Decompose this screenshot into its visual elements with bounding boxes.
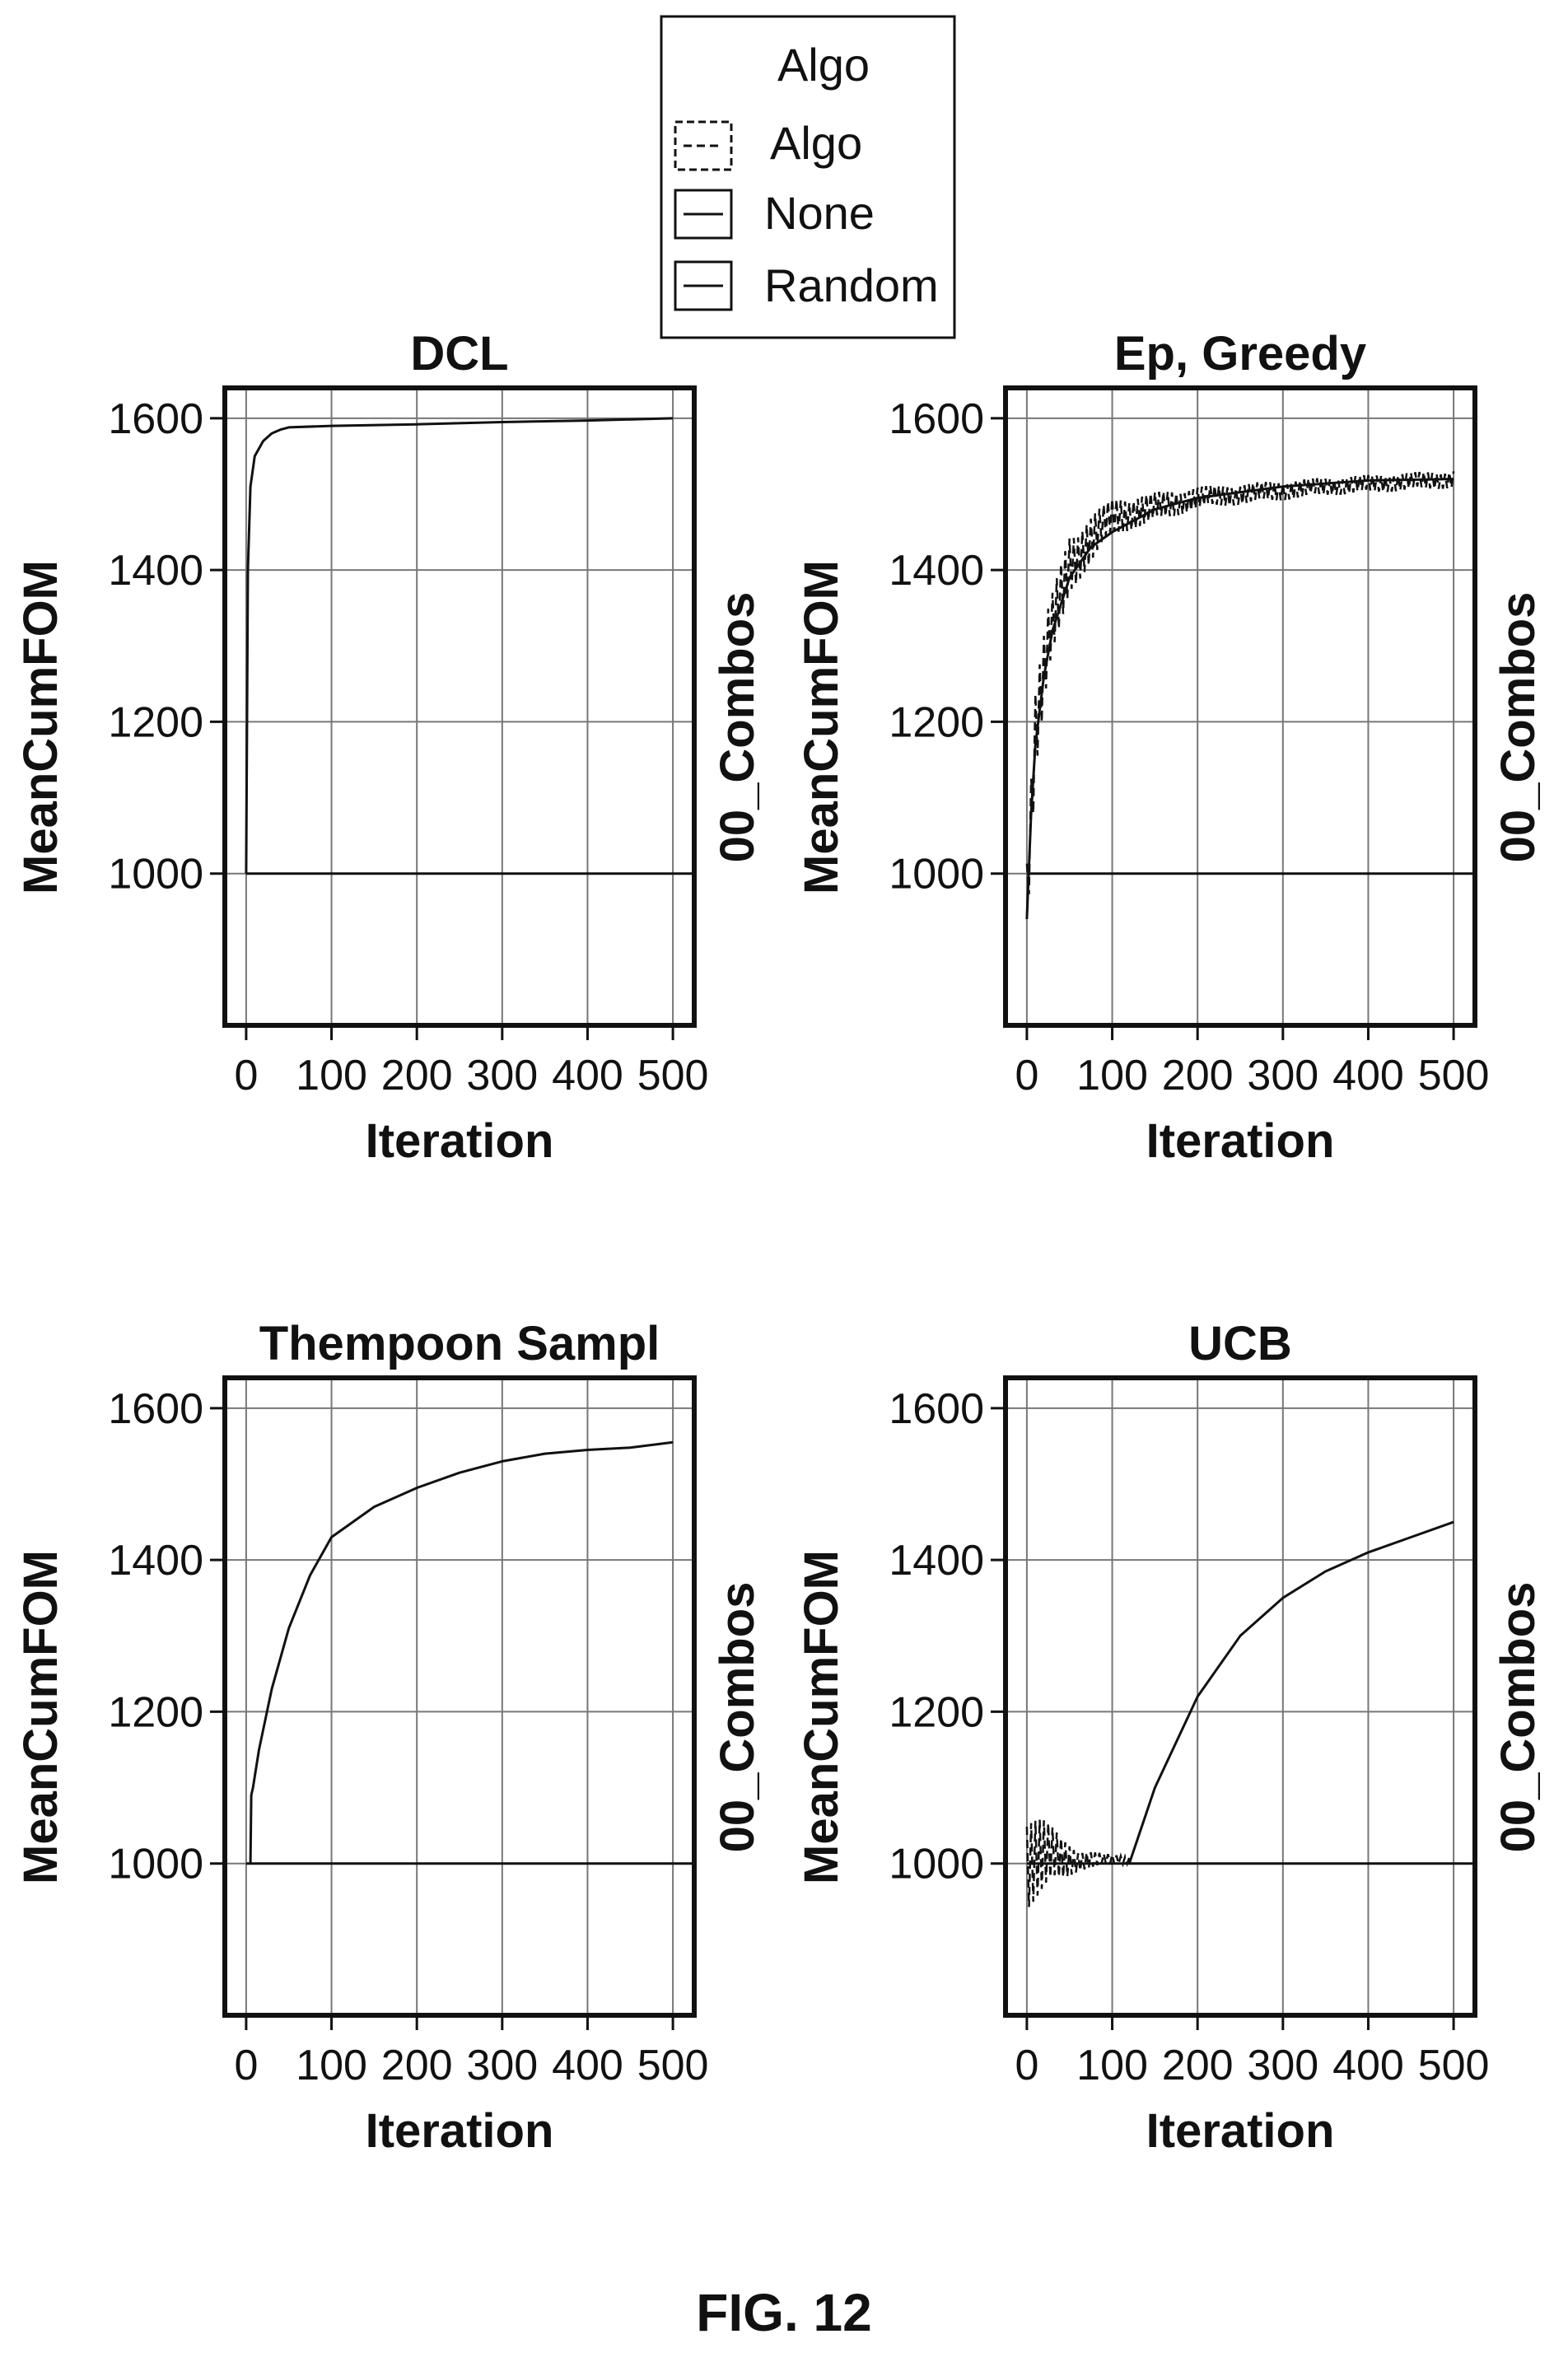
y-tick-label: 1200 [889, 698, 984, 746]
x-tick-label: 200 [1162, 2042, 1234, 2089]
series-line-1 [249, 1440, 674, 1864]
x-tick-label: 300 [466, 1052, 538, 1099]
right-axis-label: 00_Combos [711, 592, 764, 863]
legend-frame [660, 15, 956, 339]
legend-label-none: None [764, 187, 875, 239]
x-tick-label: 100 [296, 2042, 367, 2089]
y-tick-label: 1400 [889, 547, 984, 595]
legend-item-random: Random [674, 259, 939, 311]
legend-item-algo: Algo [674, 117, 862, 171]
y-tick-label: 1400 [108, 547, 203, 595]
x-tick-label: 500 [1418, 1052, 1490, 1099]
x-tick-label: 400 [1332, 1052, 1404, 1099]
x-tick-label: 400 [552, 1052, 623, 1099]
y-tick-label: 1600 [108, 1385, 203, 1433]
x-tick-label: 500 [637, 1052, 709, 1099]
y-tick-label: 1400 [889, 1537, 984, 1585]
y-tick-label: 1600 [889, 1385, 984, 1433]
chart-title: Ep, Greedy [1114, 327, 1366, 380]
x-tick-label: 0 [1015, 2042, 1038, 2089]
x-tick-label: 200 [1162, 1052, 1234, 1099]
legend-swatch-random [674, 260, 733, 311]
x-axis-label: Iteration [366, 2104, 554, 2158]
y-tick-label: 1000 [889, 1841, 984, 1888]
x-tick-label: 100 [1076, 1052, 1148, 1099]
x-tick-label: 400 [552, 2042, 623, 2089]
x-tick-label: 100 [1076, 2042, 1148, 2089]
legend-swatch-none [674, 189, 733, 240]
x-tick-label: 500 [637, 2042, 709, 2089]
series-line-2 [1025, 471, 1455, 894]
legend-label-random: Random [764, 259, 939, 311]
chart-panel-4: 0 100 200 300 400 500 1000 1200 1400 1600 UCB Itera… [795, 1317, 1545, 2158]
chart-panel-3: 0 100 200 300 400 500 1000 1200 1400 1600 Thempoon… [14, 1317, 764, 2158]
chart-panel-2: 0 100 200 300 400 500 1000 1200 1400 1600 Ep, Gree… [795, 327, 1545, 1168]
x-tick-label: 300 [1247, 2042, 1318, 2089]
x-tick-label: 0 [234, 2042, 258, 2089]
y-axis-label: MeanCumFOM [795, 560, 848, 894]
chart-panels: 0 100 200 300 400 5001000120014001600DCLItera… [14, 327, 1545, 2158]
legend-item-none: None [674, 187, 875, 240]
series-line-2 [1025, 1819, 1131, 1907]
x-tick-label: 0 [234, 1052, 258, 1099]
x-tick-label: 200 [381, 1052, 453, 1099]
plot-frame [222, 385, 697, 1028]
x-tick-label: 100 [296, 1052, 367, 1099]
legend-title: Algo [777, 39, 870, 91]
chart-panel-1: 0 100 200 300 400 500 1000 1200 1400 1600 DCL Itera… [14, 327, 764, 1168]
series-line-1 [245, 417, 674, 874]
plot-frame [1003, 385, 1477, 1028]
chart-title: DCL [410, 327, 508, 380]
right-axis-label: 00_Combos [1491, 1582, 1545, 1853]
chart-title: Thempoon Sampl [259, 1317, 660, 1370]
series-line-1 [1127, 1520, 1454, 1865]
right-axis-label: 00_Combos [711, 1582, 764, 1853]
y-tick-label: 1600 [889, 395, 984, 443]
x-axis-label: Iteration [366, 1114, 554, 1168]
x-tick-label: 0 [1015, 1052, 1038, 1099]
y-tick-label: 1200 [108, 1688, 203, 1736]
series-line-1 [1025, 478, 1454, 920]
legend-swatch-algo [674, 120, 733, 171]
y-tick-label: 1000 [108, 851, 203, 899]
y-tick-label: 1200 [108, 698, 203, 746]
x-axis-label: Iteration [1146, 1114, 1335, 1168]
y-tick-label: 1400 [108, 1537, 203, 1585]
plot-frame [222, 1375, 697, 2018]
x-tick-label: 300 [466, 2042, 538, 2089]
y-axis-label: MeanCumFOM [14, 1550, 68, 1884]
right-axis-label: 00_Combos [1491, 592, 1545, 863]
y-axis-label: MeanCumFOM [795, 1550, 848, 1884]
x-axis-label: Iteration [1146, 2104, 1335, 2158]
x-tick-label: 500 [1418, 2042, 1490, 2089]
x-tick-label: 400 [1332, 2042, 1404, 2089]
legend: Algo Algo None Random [660, 15, 956, 339]
y-tick-label: 1000 [108, 1841, 203, 1888]
x-tick-label: 200 [381, 2042, 453, 2089]
chart-title: UCB [1188, 1317, 1292, 1370]
y-tick-label: 1000 [889, 851, 984, 899]
y-axis-label: MeanCumFOM [14, 560, 68, 894]
y-tick-label: 1200 [889, 1688, 984, 1736]
legend-label-algo: Algo [770, 117, 862, 169]
x-tick-label: 300 [1247, 1052, 1318, 1099]
plot-frame [1003, 1375, 1477, 2018]
figure-caption: FIG. 12 [696, 2283, 871, 2342]
y-tick-label: 1600 [108, 395, 203, 443]
